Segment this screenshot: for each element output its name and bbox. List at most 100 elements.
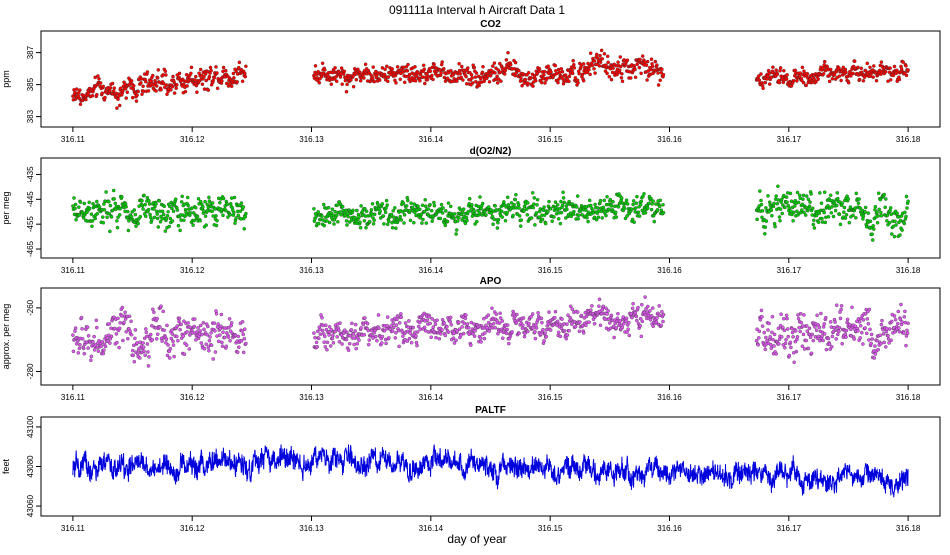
data-point bbox=[609, 77, 614, 82]
data-point bbox=[117, 213, 122, 217]
data-point bbox=[480, 201, 485, 206]
data-point bbox=[232, 195, 237, 200]
data-point bbox=[182, 218, 186, 223]
data-point bbox=[155, 216, 160, 221]
data-point bbox=[421, 217, 425, 222]
data-point bbox=[904, 214, 908, 219]
data-point bbox=[192, 317, 197, 321]
data-point bbox=[385, 64, 389, 69]
data-point bbox=[829, 211, 834, 215]
data-point bbox=[636, 210, 641, 215]
data-point bbox=[365, 321, 370, 326]
data-point bbox=[878, 333, 883, 338]
data-point bbox=[81, 346, 86, 351]
data-point bbox=[900, 320, 904, 324]
data-point bbox=[423, 204, 428, 208]
data-point bbox=[316, 210, 320, 214]
data-point bbox=[904, 73, 909, 78]
data-point bbox=[188, 211, 193, 215]
data-point bbox=[559, 199, 563, 204]
data-point bbox=[817, 211, 822, 216]
data-point bbox=[873, 204, 878, 209]
data-point bbox=[176, 338, 180, 343]
data-point bbox=[359, 326, 363, 330]
data-point bbox=[340, 342, 344, 346]
data-point bbox=[828, 67, 833, 72]
data-point bbox=[520, 83, 524, 88]
data-point bbox=[900, 228, 904, 232]
data-point bbox=[101, 220, 106, 225]
data-point bbox=[405, 339, 410, 343]
data-point bbox=[200, 332, 204, 337]
y-tick-label: -260 bbox=[26, 299, 35, 316]
data-point bbox=[627, 211, 632, 216]
data-point bbox=[407, 336, 412, 341]
data-point bbox=[772, 201, 776, 206]
data-point bbox=[560, 317, 564, 321]
data-point bbox=[757, 74, 761, 78]
data-point bbox=[906, 68, 910, 72]
data-point bbox=[612, 335, 616, 340]
data-point bbox=[517, 69, 521, 73]
data-point bbox=[505, 195, 510, 200]
data-point bbox=[218, 200, 222, 205]
data-point bbox=[501, 336, 505, 340]
data-point bbox=[130, 95, 135, 100]
data-point bbox=[499, 79, 503, 83]
data-point bbox=[506, 203, 511, 207]
data-point bbox=[868, 327, 872, 332]
data-point bbox=[550, 219, 554, 223]
data-point bbox=[778, 66, 783, 70]
data-point bbox=[231, 71, 236, 76]
data-point bbox=[415, 343, 419, 348]
data-point bbox=[570, 71, 575, 76]
data-point bbox=[439, 71, 443, 75]
data-point bbox=[172, 91, 177, 95]
data-point bbox=[604, 306, 608, 311]
data-point bbox=[620, 79, 625, 84]
data-point bbox=[175, 324, 180, 328]
data-point bbox=[212, 75, 217, 80]
data-point bbox=[575, 310, 580, 314]
data-point bbox=[240, 320, 245, 324]
data-point bbox=[904, 343, 908, 348]
data-point bbox=[607, 74, 612, 79]
data-point bbox=[867, 307, 872, 312]
data-point bbox=[390, 225, 395, 230]
data-point bbox=[505, 323, 510, 327]
data-point bbox=[599, 48, 604, 53]
data-point bbox=[790, 330, 795, 335]
data-point bbox=[420, 221, 424, 225]
data-point bbox=[240, 79, 245, 84]
data-point bbox=[625, 202, 630, 206]
data-point bbox=[653, 59, 658, 64]
data-point bbox=[244, 64, 248, 69]
data-point bbox=[399, 312, 403, 316]
data-point bbox=[602, 198, 607, 203]
data-point bbox=[393, 336, 398, 340]
data-point bbox=[220, 344, 225, 348]
data-point bbox=[763, 347, 768, 352]
data-point bbox=[840, 341, 844, 346]
data-point bbox=[661, 210, 666, 215]
data-point bbox=[796, 200, 801, 205]
data-point bbox=[865, 61, 870, 66]
data-point bbox=[542, 339, 546, 343]
data-point bbox=[91, 340, 95, 344]
data-point bbox=[77, 96, 82, 101]
data-point bbox=[802, 313, 806, 317]
data-point bbox=[559, 326, 564, 331]
data-point bbox=[74, 217, 78, 222]
data-point bbox=[491, 222, 495, 226]
data-point bbox=[170, 206, 174, 211]
data-point bbox=[95, 199, 99, 204]
data-point bbox=[565, 333, 570, 337]
data-point bbox=[778, 218, 782, 223]
data-point bbox=[614, 215, 619, 219]
data-point bbox=[382, 72, 387, 77]
data-point bbox=[430, 219, 434, 223]
data-point bbox=[849, 327, 853, 332]
y-tick-label: 43080 bbox=[26, 455, 35, 478]
data-point bbox=[428, 69, 433, 74]
data-point bbox=[548, 206, 553, 211]
